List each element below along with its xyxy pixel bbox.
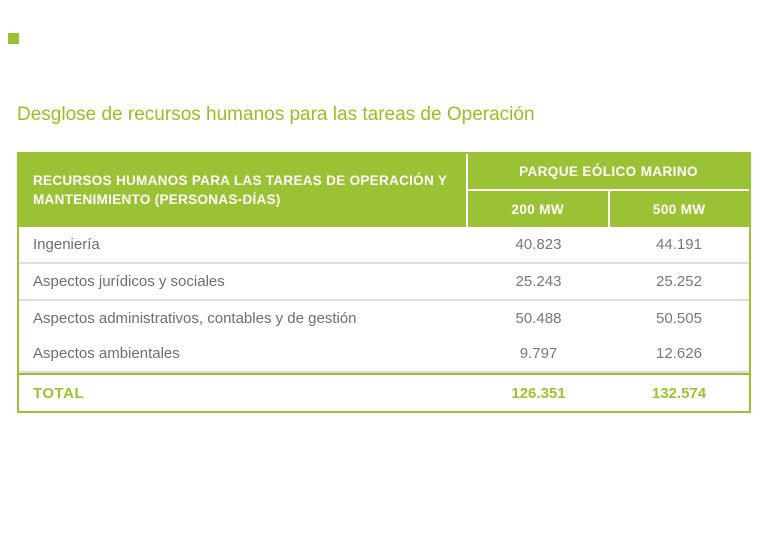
- row-value-200mw: 9.797: [519, 345, 558, 362]
- header-subcolumns: 200 MW 500 MW: [468, 191, 749, 227]
- row-value-200mw: 25.243: [515, 273, 562, 290]
- table-row: Aspectos jurídicos y sociales 25.243 25.…: [19, 264, 749, 301]
- row-value-500mw: 44.191: [656, 236, 702, 253]
- row-value-500mw: 12.626: [656, 345, 702, 362]
- row-value-200mw: 50.488: [515, 310, 562, 327]
- row-label: Aspectos jurídicos y sociales: [33, 273, 225, 290]
- table-row: Aspectos administrativos, contables y de…: [19, 301, 749, 336]
- row-label: Aspectos administrativos, contables y de…: [33, 310, 357, 327]
- green-square-marker: [8, 33, 19, 44]
- total-value-500mw: 132.574: [651, 384, 707, 402]
- page-title: Desglose de recursos humanos para las ta…: [17, 104, 535, 125]
- header-cell-500mw: 500 MW: [652, 201, 706, 217]
- row-value-200mw: 40.823: [515, 236, 562, 253]
- header-group-section: PARQUE EÓLICO MARINO 200 MW 500 MW: [468, 154, 749, 227]
- table-row: Aspectos ambientales 9.797 12.626: [19, 336, 749, 373]
- row-label: Ingeniería: [33, 236, 100, 253]
- row-label: Aspectos ambientales: [33, 345, 180, 362]
- table-header: RECURSOS HUMANOS PARA LAS TAREAS DE OPER…: [19, 154, 749, 227]
- total-value-200mw: 126.351: [511, 384, 566, 402]
- header-cell-200mw: 200 MW: [468, 191, 610, 227]
- row-value-500mw: 50.505: [656, 310, 702, 327]
- total-label: TOTAL: [33, 384, 85, 402]
- hr-resources-table: RECURSOS HUMANOS PARA LAS TAREAS DE OPER…: [17, 152, 751, 413]
- row-value-500mw: 25.252: [656, 273, 702, 290]
- header-cell-main: RECURSOS HUMANOS PARA LAS TAREAS DE OPER…: [19, 154, 468, 227]
- table-row: Ingeniería 40.823 44.191: [19, 227, 749, 264]
- header-cell-group: PARQUE EÓLICO MARINO: [468, 154, 749, 191]
- table-total-row: TOTAL 126.351 132.574: [19, 373, 749, 411]
